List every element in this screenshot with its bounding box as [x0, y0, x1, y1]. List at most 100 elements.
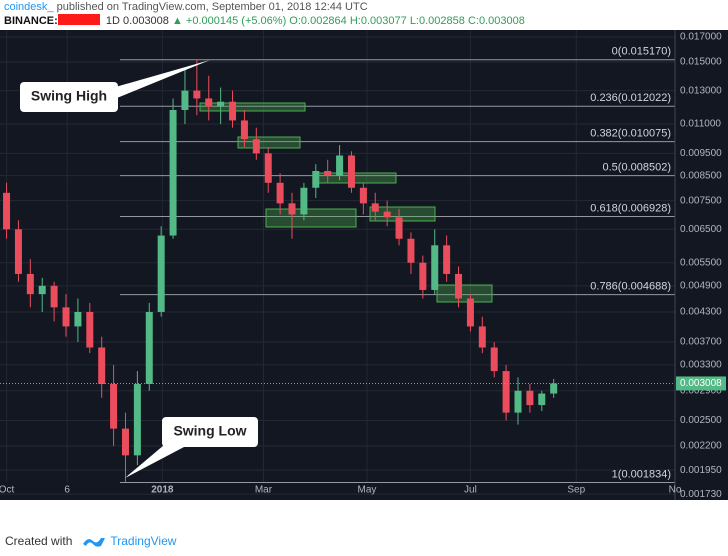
candle-body: [407, 238, 415, 263]
candle-body: [550, 383, 558, 394]
fib-label: 0.236(0.012022): [590, 92, 671, 104]
zone-box: [237, 136, 301, 149]
y-tick-label: 0.004300: [680, 307, 722, 318]
candle-body: [419, 262, 427, 290]
candle-body: [502, 371, 510, 413]
annotation: Swing High: [31, 88, 107, 104]
candle-body: [157, 235, 165, 312]
candle-body: [538, 393, 546, 406]
zone-box: [265, 208, 357, 228]
x-tick-label: Mar: [255, 485, 273, 496]
candle-body: [312, 170, 320, 188]
x-tick-label: Sep: [567, 485, 585, 496]
candle-body: [193, 90, 201, 99]
y-tick-label: 0.006500: [680, 224, 722, 235]
candle-body: [229, 101, 237, 121]
fib-label: 0.618(0.006928): [590, 202, 671, 214]
y-tick-label: 0.009500: [680, 148, 722, 159]
interval: 1D: [105, 15, 120, 27]
candle-body: [514, 390, 522, 413]
y-tick-label: 0.001730: [680, 489, 722, 500]
author[interactable]: coindesk_: [4, 1, 54, 13]
created-with: Created with: [5, 534, 73, 548]
candle-body: [62, 307, 70, 327]
zone-box: [199, 102, 306, 112]
chart: 0(0.015170) 0.236(0.012022) 0.382(0.010075…: [0, 30, 728, 500]
open: O:0.002864: [289, 15, 347, 27]
x-tick-label: Jul: [464, 485, 477, 496]
candle-body: [121, 428, 129, 456]
logo: [83, 538, 106, 547]
y-tick-label: 0.017000: [680, 32, 722, 43]
candle-body: [490, 347, 498, 372]
candle-body: [324, 170, 332, 176]
candle-body: [26, 273, 34, 295]
candle-body: [3, 192, 11, 230]
x-tick-label: 6: [64, 485, 70, 496]
x-tick-label: 2018: [151, 485, 174, 496]
x-tick-label: No: [669, 485, 682, 496]
symbol: BINANCE:: [4, 15, 58, 27]
candle-body: [14, 229, 22, 274]
x-tick-label: Oct: [0, 485, 15, 496]
y-tick-label: 0.002900: [680, 385, 722, 396]
last-price-box: [676, 376, 726, 391]
close: C:0.003008: [467, 15, 525, 27]
y-tick-label: 0.005500: [680, 257, 722, 268]
y-tick-label: 0.007500: [680, 195, 722, 206]
candle-body: [455, 273, 463, 299]
footer: Created with TradingView: [5, 534, 176, 548]
fib-label: 0.786(0.004688): [590, 281, 671, 293]
candle-body: [74, 311, 82, 327]
y-tick-label: 0.015000: [680, 57, 722, 68]
swing-high-callout: Swing High: [20, 60, 210, 112]
candle-body: [252, 139, 260, 154]
candle-body: [336, 155, 344, 176]
candle-body: [110, 383, 118, 429]
fib-label: 0.382(0.010075): [590, 128, 671, 140]
high: H:0.003077: [349, 15, 407, 27]
candle-body: [359, 187, 367, 204]
chart-bg: [0, 30, 728, 500]
candle-body: [240, 120, 248, 140]
candle-body: [526, 390, 534, 406]
candle-body: [383, 211, 391, 218]
candle-body: [169, 109, 177, 236]
change: ▲ +0.000145 (+5.06%): [171, 15, 287, 27]
y-tick-label: 0.008500: [680, 170, 722, 181]
y-tick-label: 0.011000: [680, 119, 721, 130]
candle-body: [300, 187, 308, 215]
candle-body: [347, 155, 355, 188]
candle-body: [264, 153, 272, 183]
y-tick-label: 0.002500: [680, 415, 722, 426]
price-axis: [675, 30, 728, 500]
candle-body: [217, 101, 225, 107]
candle-body: [395, 217, 403, 239]
y-tick-label: 0.001950: [680, 465, 722, 476]
candle-body: [205, 98, 213, 107]
zone-box: [436, 284, 493, 303]
low: L:0.002858: [409, 15, 465, 27]
fib-label: 0.5(0.008502): [603, 161, 672, 173]
candle-body: [98, 347, 106, 384]
candle-body: [86, 311, 94, 348]
candle-body: [371, 203, 379, 212]
redaction: [57, 14, 100, 25]
candle-body: [181, 90, 189, 110]
candle-body: [50, 285, 58, 308]
annotation: Swing Low: [173, 423, 246, 439]
candle-body: [145, 311, 153, 384]
fib-label: 1(0.001834): [612, 468, 671, 480]
candle-body: [478, 326, 486, 348]
candle-body: [431, 245, 439, 290]
candle-body: [288, 203, 296, 215]
published: published on TradingView.com, September …: [56, 1, 368, 13]
y-tick-label: 0.003300: [680, 360, 722, 371]
y-tick-label: 0.002200: [680, 441, 722, 452]
y-tick-label: 0.004900: [680, 280, 722, 291]
candle-body: [466, 298, 474, 327]
y-tick-label: 0.003700: [680, 337, 722, 348]
brand[interactable]: TradingView: [110, 534, 177, 548]
candle-body: [443, 245, 451, 274]
